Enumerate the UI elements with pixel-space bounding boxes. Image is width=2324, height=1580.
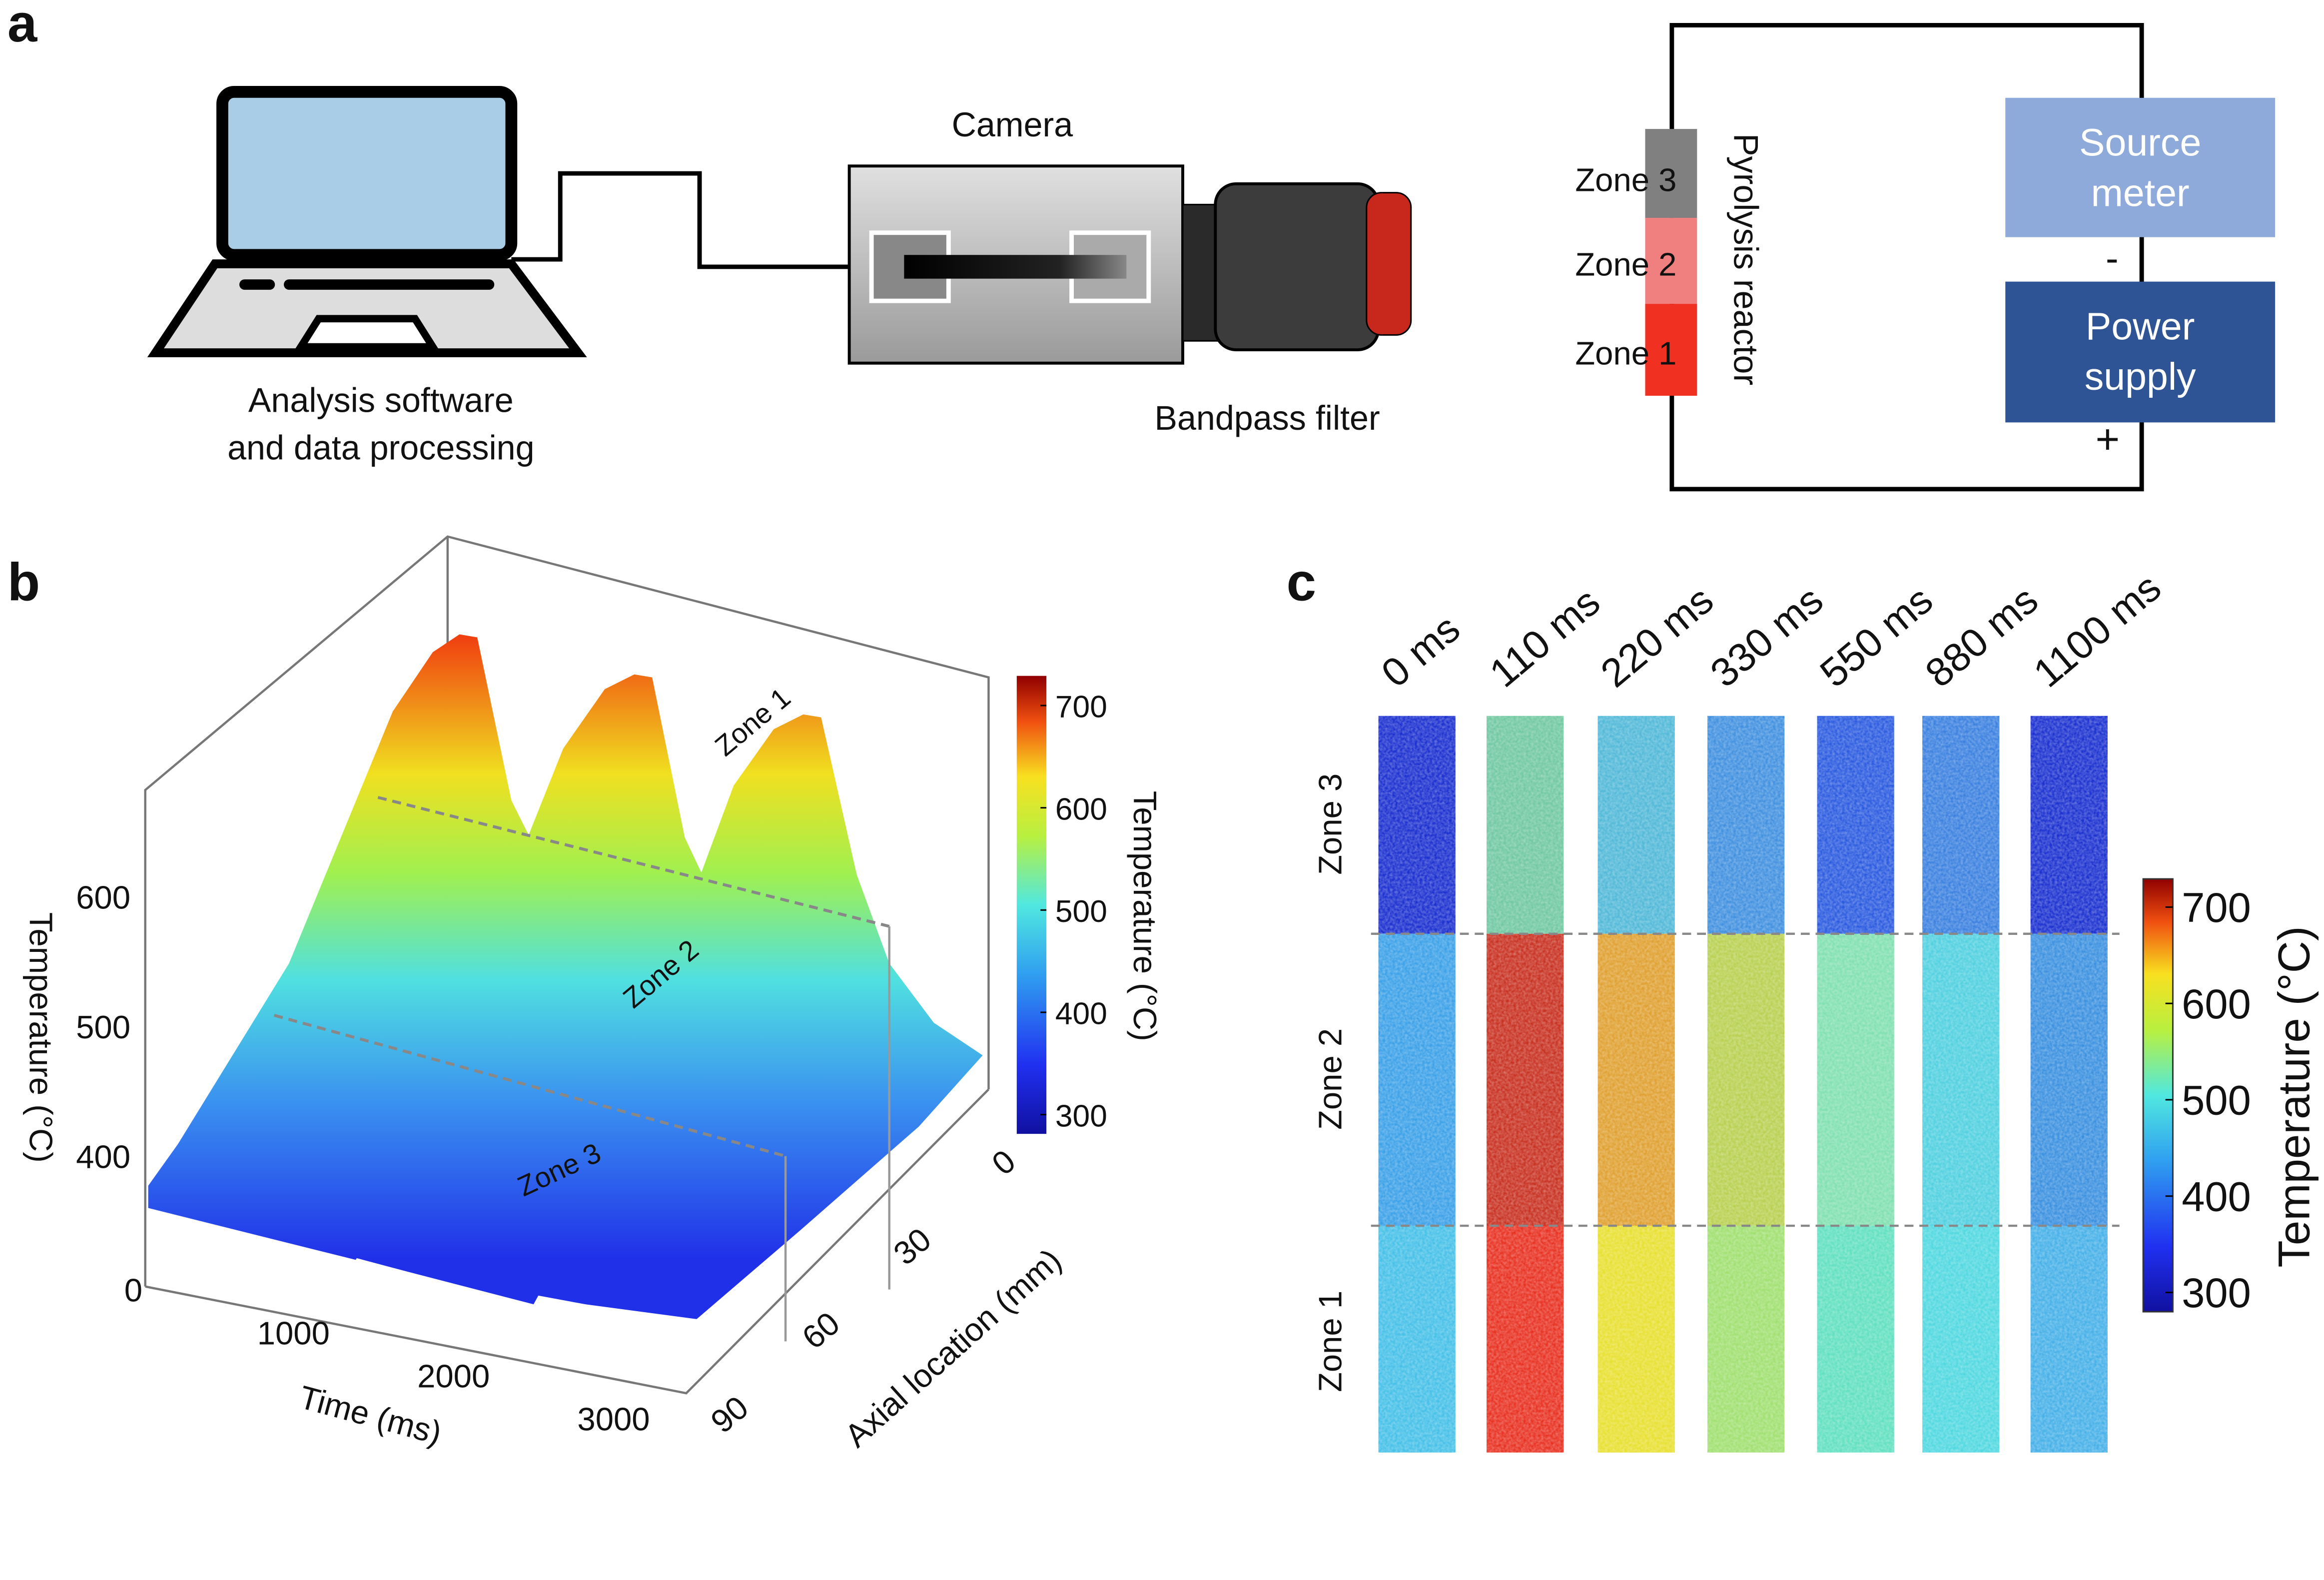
tick-label: 500 (1055, 894, 1107, 929)
noise (1707, 716, 1785, 1453)
zone-label: Zone 2 (1312, 1028, 1348, 1130)
laptop-screen (216, 86, 518, 261)
tick-label: 30 (886, 1221, 938, 1272)
panel-label: b (7, 552, 40, 612)
noise (1378, 716, 1456, 1453)
camera-label: Camera (952, 106, 1073, 144)
strips (1378, 716, 2108, 1453)
source-meter (2005, 97, 2276, 237)
zone-label: Zone 1 (1575, 335, 1676, 372)
cable (511, 171, 852, 269)
reactor-zone (1645, 304, 1697, 396)
colorbar-label: Temperature (°C) (2269, 926, 2319, 1267)
tick-label: 700 (2182, 884, 2251, 931)
power-supply (2005, 281, 2276, 423)
colorbar (1016, 676, 1047, 1134)
box-label: Power (2086, 305, 2195, 348)
tick-label: 400 (1055, 997, 1107, 1031)
caption: Analysis software (248, 382, 514, 420)
tick-label: 3000 (577, 1401, 650, 1437)
noise (1597, 716, 1675, 1453)
noise (1487, 716, 1564, 1453)
polarity: - (2106, 237, 2119, 280)
bandpass-filter (1366, 192, 1412, 336)
tick-label: 700 (1055, 690, 1107, 725)
sensor-bar (904, 255, 1127, 279)
tick-label: 600 (2182, 981, 2251, 1027)
tick-label: 0 (985, 1142, 1022, 1182)
filter-label: Bandpass filter (1154, 399, 1380, 437)
panel-label: a (7, 0, 38, 53)
tick-label: 400 (2182, 1173, 2251, 1220)
tick-label: 60 (795, 1305, 846, 1356)
tick-label: 2000 (417, 1358, 490, 1394)
zone-label: Zone 1 (1312, 1291, 1348, 1392)
tick-label: 600 (1055, 792, 1107, 826)
time-label: 220 ms (1592, 577, 1721, 696)
time-label: 0 ms (1373, 606, 1468, 696)
lens (1214, 182, 1380, 352)
time-label: 550 ms (1812, 577, 1941, 696)
surface (148, 634, 983, 1319)
zone-label: Zone 3 (1312, 774, 1348, 875)
box-label: supply (2085, 355, 2196, 398)
time-label: 110 ms (1481, 579, 1608, 696)
noise (2030, 716, 2108, 1453)
axis-label: Axial location (mm) (837, 1242, 1068, 1454)
tick-label: 300 (1055, 1099, 1107, 1133)
colorbar-label: Temperature (°C) (1127, 791, 1163, 1041)
reactor-zone (1645, 218, 1697, 304)
tick-label: 500 (76, 1009, 130, 1045)
noise (1922, 716, 2000, 1453)
tick-label: 500 (2182, 1077, 2251, 1124)
tick-label: 300 (2182, 1270, 2251, 1316)
reactor-zone (1645, 129, 1697, 218)
touchpad (294, 315, 440, 351)
time-label: 1100 ms (2025, 565, 2169, 696)
tick-label: 600 (76, 879, 130, 915)
zone-label: Zone 2 (1575, 246, 1676, 283)
zone-label: Zone 3 (1575, 162, 1676, 198)
tick-label: 1000 (257, 1315, 330, 1351)
axis-label: Temperature (°C) (22, 912, 59, 1163)
tick-label: 90 (704, 1389, 756, 1440)
noise (1817, 716, 1894, 1453)
polarity: + (2096, 416, 2120, 463)
colorbar (2142, 878, 2174, 1313)
time-label: 330 ms (1702, 577, 1831, 696)
tick-label: 0 (124, 1272, 142, 1308)
panel-label: c (1287, 552, 1316, 612)
time-label: 880 ms (1917, 577, 2046, 696)
tick-label: 400 (76, 1138, 130, 1175)
box-label: meter (2091, 171, 2190, 214)
reactor-label: Pyrolysis reactor (1726, 133, 1764, 385)
caption: and data processing (227, 429, 534, 467)
box-label: Source (2079, 121, 2201, 164)
